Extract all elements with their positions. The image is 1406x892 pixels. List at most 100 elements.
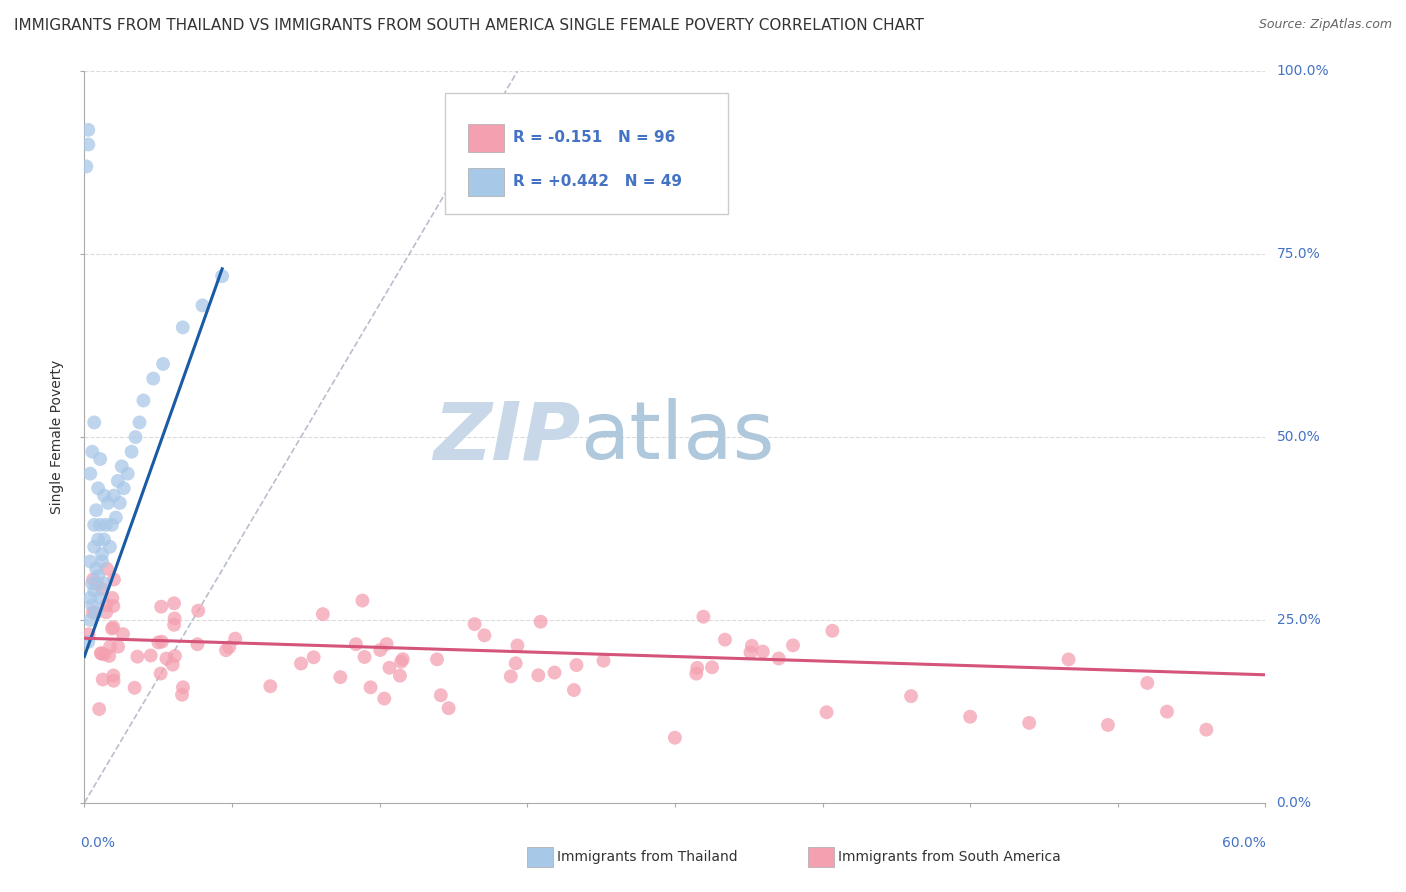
Point (388, 668, 411, 682)
Point (155, 651, 177, 665)
Point (101, 591, 124, 605)
Point (685, 666, 707, 681)
Text: Immigrants from South America: Immigrants from South America (838, 850, 1060, 864)
Point (1136, 676, 1159, 690)
Point (121, 444, 143, 458)
Point (768, 651, 790, 665)
Point (163, 617, 186, 632)
Point (499, 669, 522, 683)
Point (79, 467, 101, 481)
Point (162, 657, 184, 672)
Point (163, 596, 186, 610)
Point (505, 657, 527, 671)
Point (821, 624, 844, 638)
Point (686, 661, 709, 675)
Text: R = -0.151   N = 96: R = -0.151 N = 96 (513, 130, 675, 145)
Point (218, 640, 240, 654)
Point (97, 496, 120, 510)
Point (101, 517, 124, 532)
Text: R = +0.442   N = 49: R = +0.442 N = 49 (513, 174, 682, 189)
Point (378, 661, 401, 675)
Point (93, 533, 115, 547)
Point (172, 681, 194, 695)
Point (77, 627, 100, 641)
Point (1018, 715, 1040, 730)
Point (344, 637, 367, 651)
Point (543, 665, 565, 680)
Point (94, 517, 117, 532)
Point (142, 371, 165, 385)
Point (89, 517, 111, 532)
Text: Immigrants from Thailand: Immigrants from Thailand (557, 850, 737, 864)
Point (360, 681, 382, 695)
Point (104, 510, 127, 524)
Point (89, 702, 111, 716)
Point (87, 481, 110, 495)
Point (93, 648, 115, 662)
Point (592, 654, 614, 668)
Point (959, 709, 981, 723)
Point (426, 652, 449, 666)
Point (172, 320, 194, 334)
Point (224, 632, 246, 646)
Point (83, 583, 105, 598)
Point (90, 646, 112, 660)
Point (1097, 718, 1119, 732)
Point (96, 605, 118, 619)
Text: 100.0%: 100.0% (1277, 64, 1329, 78)
Point (132, 393, 155, 408)
Point (389, 655, 412, 669)
Text: 50.0%: 50.0% (1277, 430, 1320, 444)
Point (96, 598, 118, 612)
Point (84, 606, 107, 620)
Point (98, 640, 121, 654)
Point (103, 489, 125, 503)
Point (82, 599, 104, 613)
Point (191, 298, 214, 312)
Point (211, 269, 233, 284)
Point (259, 679, 281, 693)
Point (79, 554, 101, 568)
Point (91, 554, 114, 568)
Point (815, 706, 838, 720)
Point (163, 648, 186, 663)
Point (77, 123, 100, 137)
Text: ZIP: ZIP (433, 398, 581, 476)
Point (107, 640, 129, 654)
Point (527, 668, 550, 682)
Text: 75.0%: 75.0% (1277, 247, 1320, 261)
Point (77, 137, 100, 152)
Point (186, 637, 208, 651)
Text: 60.0%: 60.0% (1222, 836, 1265, 850)
Point (89, 591, 111, 605)
Point (150, 599, 173, 614)
Point (90, 647, 112, 661)
FancyBboxPatch shape (468, 124, 503, 152)
Point (84, 562, 107, 576)
Point (150, 634, 173, 648)
Point (139, 648, 162, 663)
Point (93, 576, 115, 591)
Point (302, 650, 325, 665)
Point (148, 635, 170, 649)
Text: 0.0%: 0.0% (80, 836, 115, 850)
Point (103, 573, 125, 587)
Point (124, 430, 146, 444)
Point (312, 607, 335, 621)
Point (83, 606, 105, 620)
Point (103, 673, 125, 688)
Point (1057, 652, 1080, 666)
Point (437, 701, 460, 715)
Point (83, 517, 105, 532)
Point (82, 576, 104, 591)
Point (1195, 723, 1218, 737)
Text: atlas: atlas (581, 398, 775, 476)
Point (900, 689, 922, 703)
Point (111, 459, 134, 474)
Point (91, 547, 114, 561)
Point (664, 731, 686, 745)
Point (101, 622, 124, 636)
Point (124, 681, 146, 695)
Text: Source: ZipAtlas.com: Source: ZipAtlas.com (1258, 18, 1392, 31)
Point (562, 683, 585, 698)
